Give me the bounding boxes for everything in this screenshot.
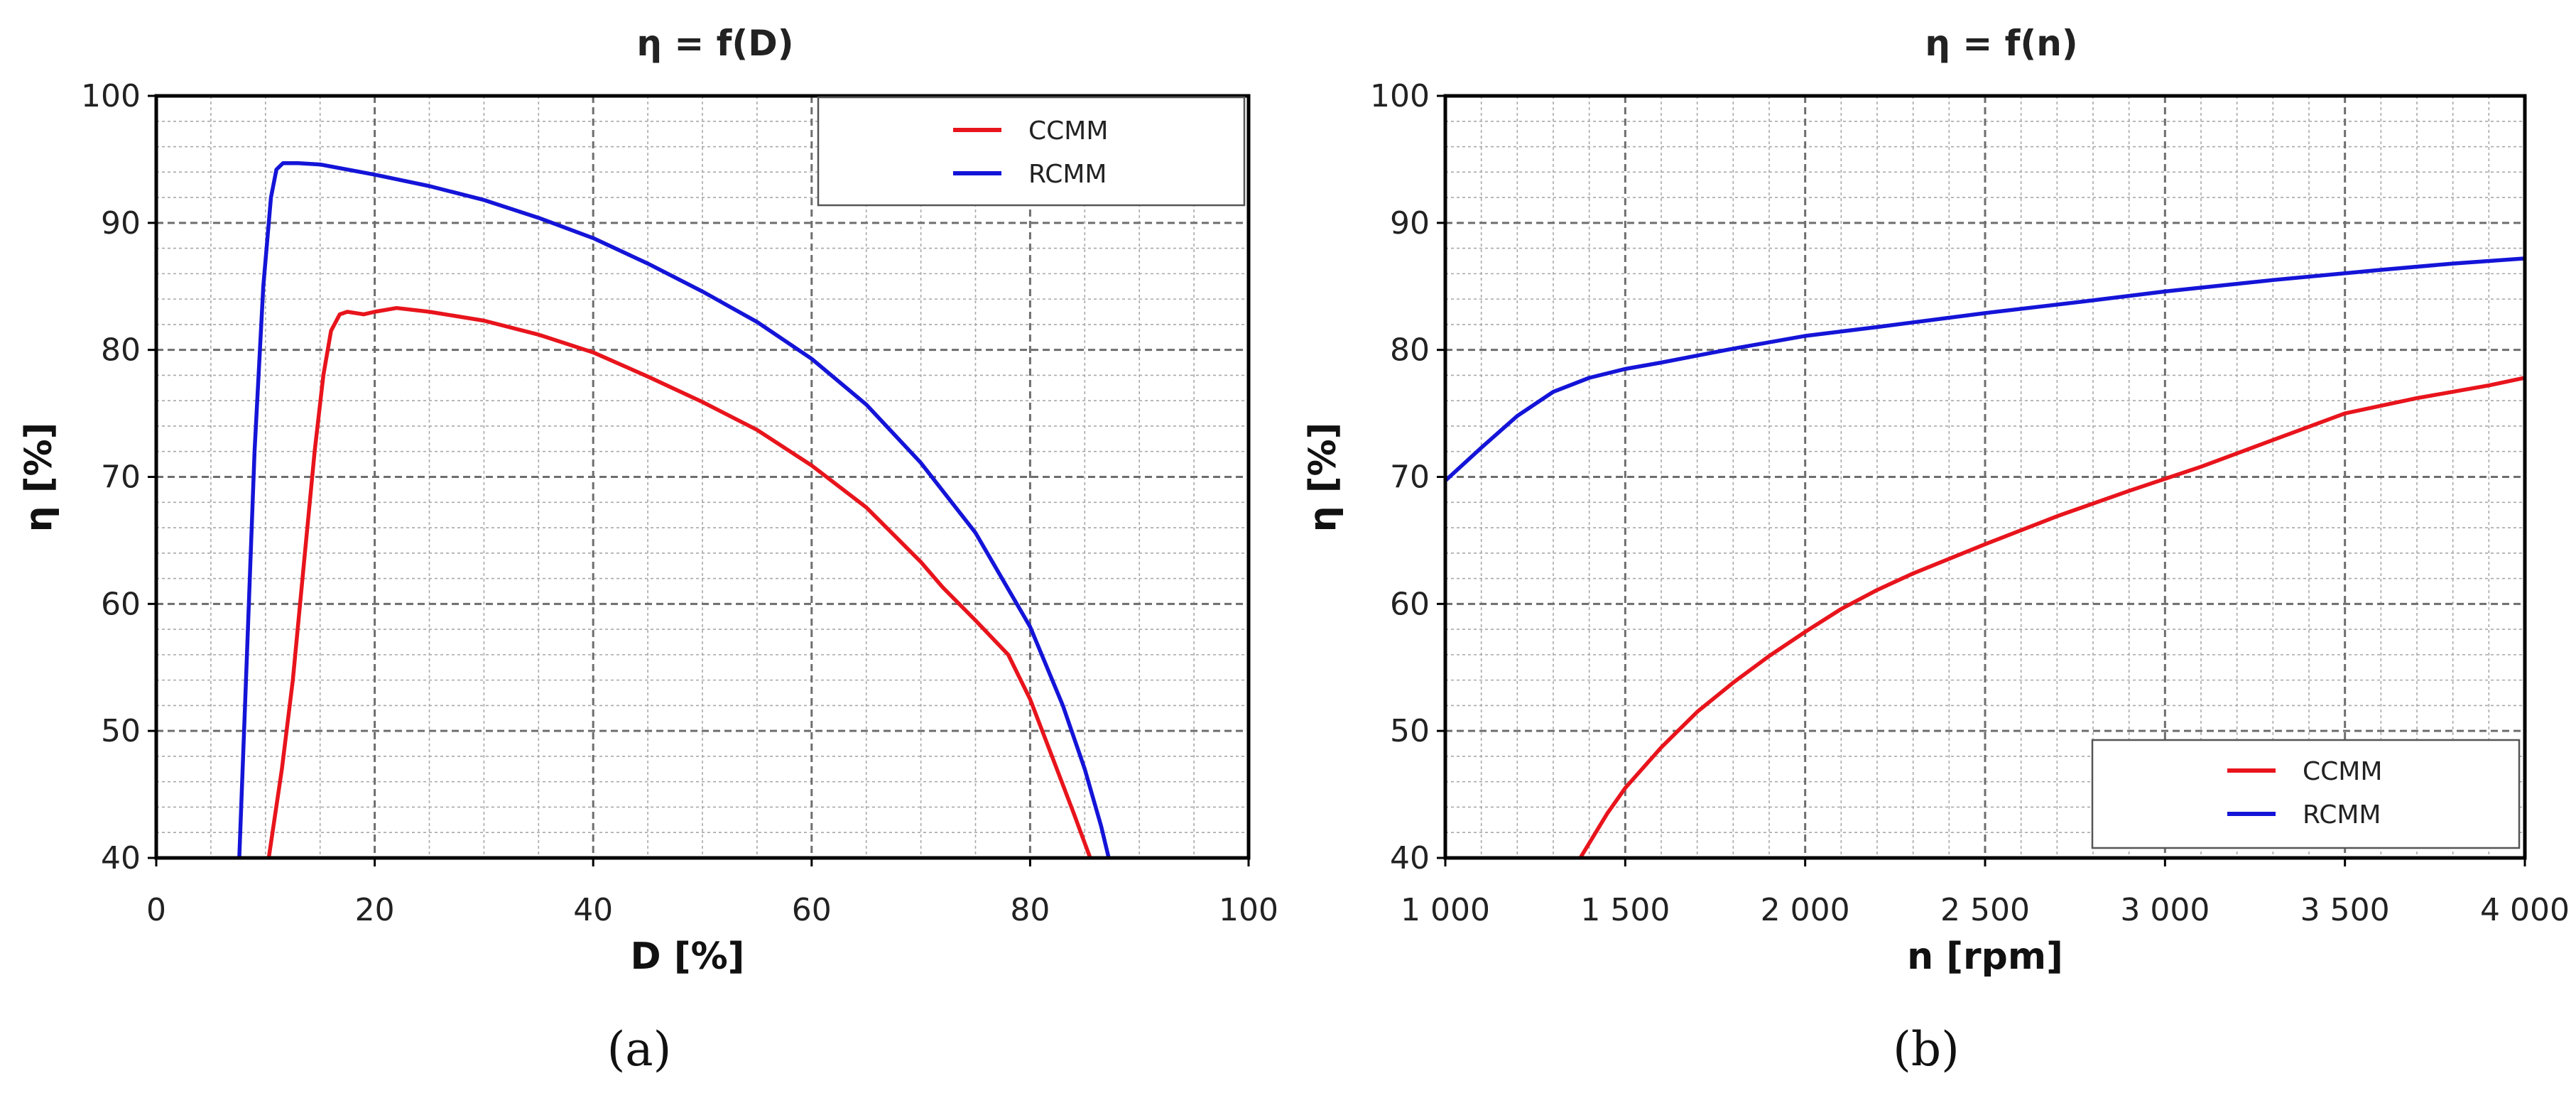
chart-a-x-axis-label: D [%]	[631, 935, 745, 978]
panel-b-label: (b)	[1893, 1022, 1960, 1077]
y-tick-label: 80	[101, 332, 141, 369]
y-tick-label: 60	[1390, 586, 1430, 622]
chart-a-legend: CCMM RCMM	[817, 96, 1246, 207]
y-tick-label: 100	[81, 78, 141, 114]
chart-b-title: η = f(n)	[1925, 23, 2077, 64]
chart-a-y-ticks: 40 50 60 70 80 90 100	[81, 78, 156, 876]
legend-a-label-ccmm: CCMM	[1028, 116, 1108, 146]
y-tick-label: 50	[1390, 713, 1430, 749]
chart-b-x-axis-label: n [rpm]	[1907, 935, 2063, 978]
y-tick-label: 40	[101, 840, 141, 876]
chart-b-line-rcmm	[1445, 256, 2525, 483]
chart-b-line-ccmm	[1578, 376, 2525, 858]
x-tick-label: 4 000	[2480, 892, 2570, 928]
x-tick-label: 2 500	[1940, 892, 2030, 928]
y-tick-label: 70	[1390, 460, 1430, 496]
x-tick-label: 80	[1010, 892, 1050, 928]
chart-panel-a: η = f(D) 40 50 60 70 80 90 100 0 20 40 60 80 100 D …	[18, 23, 1278, 1077]
panel-a-label: (a)	[607, 1022, 672, 1077]
x-tick-label: 60	[792, 892, 832, 928]
chart-b-y-axis-label: η [%]	[1302, 423, 1344, 533]
chart-a-grid	[155, 94, 1250, 859]
chart-a-legend-box	[817, 96, 1246, 207]
y-tick-label: 70	[101, 460, 141, 496]
y-tick-label: 90	[101, 205, 141, 241]
chart-b-x-ticks: 1 000 1 500 2 000 2 500 3 000 3 500 4 000	[1401, 858, 2570, 928]
x-tick-label: 1 500	[1580, 892, 1670, 928]
chart-a-y-axis-label: η [%]	[18, 423, 60, 533]
x-tick-label: 2 000	[1761, 892, 1850, 928]
chart-b-legend: CCMM RCMM	[2091, 739, 2521, 849]
x-tick-label: 0	[146, 892, 166, 928]
legend-a-label-rcmm: RCMM	[1028, 160, 1107, 189]
legend-b-label-rcmm: RCMM	[2303, 800, 2381, 830]
x-tick-label: 3 000	[2120, 892, 2210, 928]
chart-panel-b: η = f(n) 40 50 60 70 80 90 100 1 000 1 500 2 000…	[1302, 23, 2570, 1077]
chart-b-legend-box	[2091, 739, 2521, 849]
chart-a-x-ticks: 0 20 40 60 80 100	[146, 858, 1278, 928]
x-tick-label: 100	[1219, 892, 1278, 928]
legend-b-label-ccmm: CCMM	[2303, 757, 2382, 786]
chart-b-y-ticks: 40 50 60 70 80 90 100	[1370, 78, 1445, 876]
x-tick-label: 20	[355, 892, 395, 928]
y-tick-label: 80	[1390, 332, 1430, 369]
x-tick-label: 40	[573, 892, 613, 928]
chart-a-title: η = f(D)	[636, 23, 793, 64]
chart-b-lines	[1445, 256, 2525, 858]
y-tick-label: 90	[1390, 205, 1430, 241]
y-tick-label: 60	[101, 586, 141, 622]
x-tick-label: 3 500	[2300, 892, 2390, 928]
y-tick-label: 100	[1370, 78, 1430, 114]
y-tick-label: 50	[101, 713, 141, 749]
chart-a-line-rcmm	[237, 161, 1111, 858]
chart-a-line-ccmm	[266, 305, 1092, 858]
chart-a-lines	[237, 161, 1111, 858]
x-tick-label: 1 000	[1401, 892, 1490, 928]
y-tick-label: 40	[1390, 840, 1430, 876]
